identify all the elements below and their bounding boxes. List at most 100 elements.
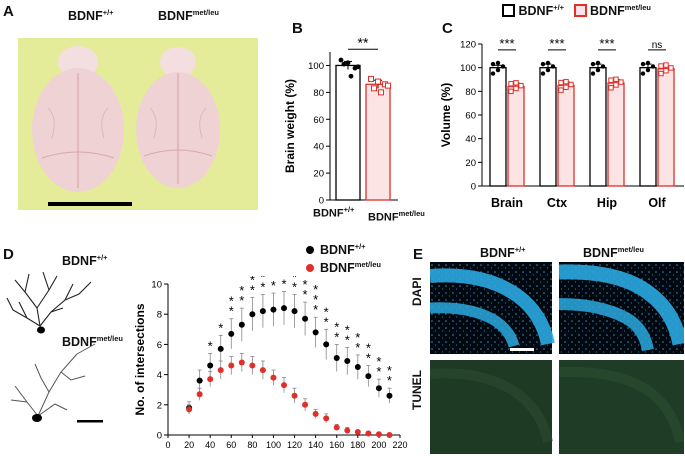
significance-marker: *** (599, 36, 614, 51)
scale-bar-e (510, 348, 534, 351)
data-point-mutant (663, 68, 669, 74)
data-point-wt (540, 61, 546, 67)
legend-marker-mutant (306, 264, 314, 273)
data-point-mutant (613, 76, 619, 82)
y-tick-label: 60 (465, 111, 476, 122)
significance-star: * (260, 280, 265, 295)
data-point-wt (217, 345, 224, 352)
significance-star: * (292, 280, 297, 295)
significance-star: * (345, 332, 350, 347)
scale-bar-a (48, 202, 132, 206)
data-point-mutant (668, 65, 674, 71)
data-point-mutant (186, 406, 193, 413)
panel-label-d: D (3, 246, 14, 263)
x-tick-label: 200 (371, 440, 386, 450)
data-point-wt (386, 392, 393, 399)
bar-mutant (365, 83, 391, 201)
y-tick-label: 10 (151, 280, 162, 291)
significance-star: * (355, 330, 360, 345)
y-tick-label: 60 (313, 115, 324, 126)
significance-star: * (324, 304, 329, 319)
data-point-wt (490, 71, 496, 76)
bar-mutant (507, 85, 525, 187)
significance-star: * (313, 292, 318, 307)
data-point-wt (595, 60, 601, 66)
data-point-mutant (312, 410, 319, 417)
data-point-wt (545, 67, 551, 73)
bar-wt (639, 67, 657, 187)
data-point-wt (259, 308, 266, 315)
data-point-wt (640, 61, 646, 67)
x-category-label: Brain (491, 196, 523, 210)
panel-label-a: A (3, 3, 14, 20)
data-point-mutant (563, 84, 569, 91)
significance-star: * (345, 322, 350, 337)
panel-e-col-left: BDNF+/+ (480, 245, 526, 261)
y-tick-label: 80 (465, 87, 476, 98)
data-point-mutant (663, 62, 669, 68)
y-tick-label: 40 (465, 134, 476, 145)
data-point-mutant (385, 82, 391, 89)
data-point-wt (640, 71, 646, 76)
data-point-mutant (375, 431, 382, 438)
bar-wt (539, 67, 557, 187)
data-point-mutant (608, 85, 614, 91)
x-category-label: Hip (597, 196, 618, 210)
neuron-mutant (10, 343, 96, 417)
panel-d-genotype-bottom: BDNFmet/leu (62, 334, 123, 350)
bar-mutant (557, 84, 575, 187)
data-point-mutant (518, 82, 524, 89)
data-point-mutant (238, 359, 245, 366)
significance-marker: *** (499, 36, 514, 51)
bar-mutant (607, 82, 625, 187)
panel-label-c: C (442, 20, 453, 37)
data-point-mutant (249, 362, 256, 369)
data-point-mutant (217, 367, 224, 374)
significance-star: * (334, 329, 339, 344)
significance-star: * (218, 320, 223, 335)
data-point-wt (495, 60, 501, 66)
data-point-wt (228, 330, 235, 337)
data-point-mutant (508, 81, 514, 87)
data-point-wt (490, 61, 496, 67)
significance-star: * (313, 302, 318, 317)
chart-d-legend-mutant: BDNFmet/leu (306, 260, 381, 275)
x-tick-label: 120 (287, 440, 302, 450)
significance-star: * (366, 341, 371, 356)
data-point-wt (302, 315, 309, 322)
data-point-mutant (563, 78, 569, 85)
significance-star: * (303, 287, 308, 302)
significance-star: * (387, 373, 392, 388)
y-tick-label: 2 (157, 400, 162, 411)
x-category-label: Olf (648, 196, 666, 210)
data-point-mutant (302, 401, 309, 408)
chart-b-category-1: BDNFmet/leu (368, 209, 425, 224)
x-category-label: Ctx (547, 196, 567, 210)
bar-mutant (657, 68, 675, 187)
data-point-mutant (658, 63, 664, 69)
significance-star: * (355, 340, 360, 355)
significance-star: * (250, 276, 255, 288)
data-point-wt (207, 362, 214, 369)
data-point-mutant (378, 89, 384, 96)
chart-c-legend: BDNF+/+ BDNFmet/leu (502, 3, 651, 19)
data-point-wt (600, 64, 606, 69)
significance-star: * (271, 278, 276, 293)
y-tick-label: 4 (157, 370, 162, 381)
significance-star: * (324, 314, 329, 329)
data-point-mutant (513, 80, 519, 86)
dapi-mutant (558, 262, 684, 354)
scale-bar-d (77, 420, 103, 423)
data-point-wt (545, 60, 551, 66)
data-point-wt (344, 358, 351, 365)
data-point-wt (238, 321, 245, 328)
data-point-mutant (270, 374, 277, 381)
data-point-wt (333, 354, 340, 361)
chart-c: 0 20 40 60 80 100 120 Volume (%) *** Brain *** Ctx *… (439, 36, 684, 210)
significance-star: * (271, 276, 276, 283)
data-point-wt (338, 57, 344, 63)
data-point-mutant (368, 75, 374, 82)
significance-star: * (303, 276, 308, 282)
panel-e-col-right: BDNFmet/leu (583, 245, 644, 261)
data-point-mutant (371, 85, 377, 92)
